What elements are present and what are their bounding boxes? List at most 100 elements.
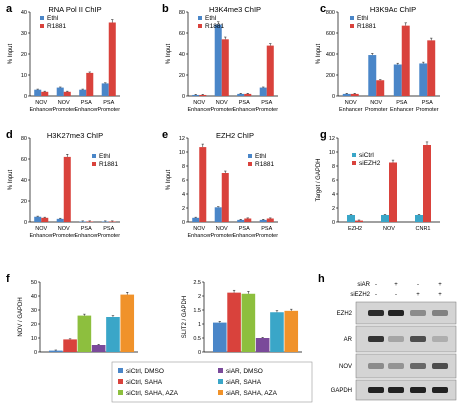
chart-e-category-label: NOV xyxy=(193,226,205,232)
chart-f-bar xyxy=(106,317,120,352)
chart-a-bar xyxy=(63,91,71,96)
chart-a-y-tick-label: 30 xyxy=(21,31,27,37)
chart-a-y-tick-label: 0 xyxy=(24,94,27,100)
chart-g-category-label: EZH2 xyxy=(348,226,362,232)
chart-e-bar xyxy=(266,218,274,222)
chart-a-y-tick-label: 20 xyxy=(21,52,27,58)
chart-h-blot-strip xyxy=(355,379,457,401)
chart-c-legend-label: R1881 xyxy=(357,23,377,30)
chart-f-legend-label: siAR, SAHA, AZA xyxy=(226,390,278,397)
chart-f2-bar xyxy=(241,293,256,352)
chart-h-condition-value: + xyxy=(438,292,442,298)
chart-g-category-label: NOV xyxy=(383,226,395,232)
chart-b-bar xyxy=(199,94,207,96)
chart-g-bar xyxy=(355,220,363,222)
chart-f2-bar xyxy=(270,312,284,352)
chart-f-bar xyxy=(48,350,63,352)
chart-d-bar xyxy=(79,221,87,222)
chart-a-panel-letter: a xyxy=(6,3,13,15)
chart-b-legend-swatch xyxy=(198,16,202,20)
chart-a-bar xyxy=(86,72,94,96)
chart-b-category-label: Enhancer xyxy=(187,107,211,113)
chart-e-bar xyxy=(214,207,222,222)
chart-e-legend-swatch xyxy=(248,154,252,158)
chart-d-bar xyxy=(86,221,94,222)
chart-f-legend-label: siCtrl, SAHA, AZA xyxy=(126,390,179,397)
chart-b-category-label: Enhancer xyxy=(232,107,256,113)
chart-d-category-label: Promoter xyxy=(52,233,75,239)
chart-h-condition-value: - xyxy=(375,292,377,298)
chart-h-condition-value: + xyxy=(416,292,420,298)
chart-f-legend-swatch xyxy=(118,379,123,384)
chart-a-legend-label: Ethl xyxy=(47,15,59,22)
chart-f2-bar xyxy=(227,292,241,352)
chart-e-category-label: Promoter xyxy=(255,233,278,239)
chart-h-band xyxy=(432,387,448,393)
chart-d-title: H3K27me3 ChIP xyxy=(47,131,103,140)
chart-g-y-tick-label: 12 xyxy=(329,136,335,142)
chart-c-category-label: Enhancer xyxy=(390,107,414,113)
chart-d-bar xyxy=(63,156,71,222)
chart-f-y-tick-label: 20 xyxy=(31,322,37,328)
chart-d-legend-swatch xyxy=(92,162,96,166)
chart-d-y-tick-label: 0 xyxy=(24,220,27,226)
chart-d-category-label: NOV xyxy=(58,226,70,232)
chart-e-category-label: NOV xyxy=(216,226,228,232)
chart-g-y-tick-label: 4 xyxy=(332,192,335,198)
chart-a-title: RNA Pol II ChIP xyxy=(48,5,101,14)
chart-h-band xyxy=(432,336,448,342)
chart-g-bar xyxy=(415,215,423,222)
chart-a-legend-swatch xyxy=(40,24,44,28)
chart-b-y-tick-label: 0 xyxy=(182,94,185,100)
chart-d-category-label: PSA xyxy=(103,226,114,232)
chart-e-y-tick-label: 4 xyxy=(182,192,185,198)
chart-f2-bar xyxy=(284,310,299,352)
chart-f-legend-swatch xyxy=(118,390,123,395)
chart-b-y-tick-label: 60 xyxy=(179,31,185,37)
chart-d-bar xyxy=(34,216,42,222)
chart-g-y-tick-label: 6 xyxy=(332,178,335,184)
chart-h-band-label: AR xyxy=(344,337,353,343)
chart-g-category-label: CNR1 xyxy=(416,226,431,232)
chart-b-bar xyxy=(259,87,267,96)
chart-f-legend-label: siCtrl, SAHA xyxy=(126,379,163,386)
chart-c-y-tick-label: 600 xyxy=(326,31,335,37)
chart-g-y-tick-label: 8 xyxy=(332,164,335,170)
chart-b-y-tick-label: 40 xyxy=(179,52,185,58)
chart-g-legend-swatch xyxy=(352,153,356,157)
chart-f-bar xyxy=(77,315,92,352)
chart-e-y-tick-label: 12 xyxy=(179,136,185,142)
chart-h-condition-label: siEZH2 xyxy=(350,292,370,298)
chart-f-bar xyxy=(120,294,135,352)
chart-c-y-label: % Input xyxy=(316,44,322,65)
chart-b-bar xyxy=(244,93,252,96)
chart-b-category-label: PSA xyxy=(239,100,250,106)
chart-b-category-label: PSA xyxy=(261,100,272,106)
chart-g-y-tick-label: 10 xyxy=(329,150,335,156)
chart-g-legend-swatch xyxy=(352,161,356,165)
chart-c-bar xyxy=(342,93,351,96)
chart-f-legend-label: siAR, SAHA xyxy=(226,379,262,386)
chart-h-condition-value: - xyxy=(395,292,397,298)
chart-g-bar xyxy=(423,145,431,222)
chart-a-bar xyxy=(34,89,42,96)
chart-g-panel-letter: g xyxy=(320,129,327,141)
chart-c-bar xyxy=(419,63,428,96)
chart-b-title: H3K4me3 ChIP xyxy=(209,5,261,14)
chart-f2-bar xyxy=(212,322,227,352)
chart-c-panel-letter: c xyxy=(320,3,326,15)
chart-c-legend-swatch xyxy=(350,16,354,20)
chart-c-legend-label: Ethl xyxy=(357,15,369,22)
chart-b-legend-swatch xyxy=(198,24,202,28)
chart-h-band xyxy=(368,387,384,393)
chart-f2-y-tick-label: 0.5 xyxy=(193,336,201,342)
chart-h-band xyxy=(388,387,404,393)
chart-e-legend-swatch xyxy=(248,162,252,166)
chart-d-bar xyxy=(108,221,116,222)
chart-g-y-tick-label: 2 xyxy=(332,206,335,212)
chart-a-bar xyxy=(56,87,64,96)
chart-a-legend-label: R1881 xyxy=(47,23,67,30)
chart-e-y-tick-label: 0 xyxy=(182,220,185,226)
